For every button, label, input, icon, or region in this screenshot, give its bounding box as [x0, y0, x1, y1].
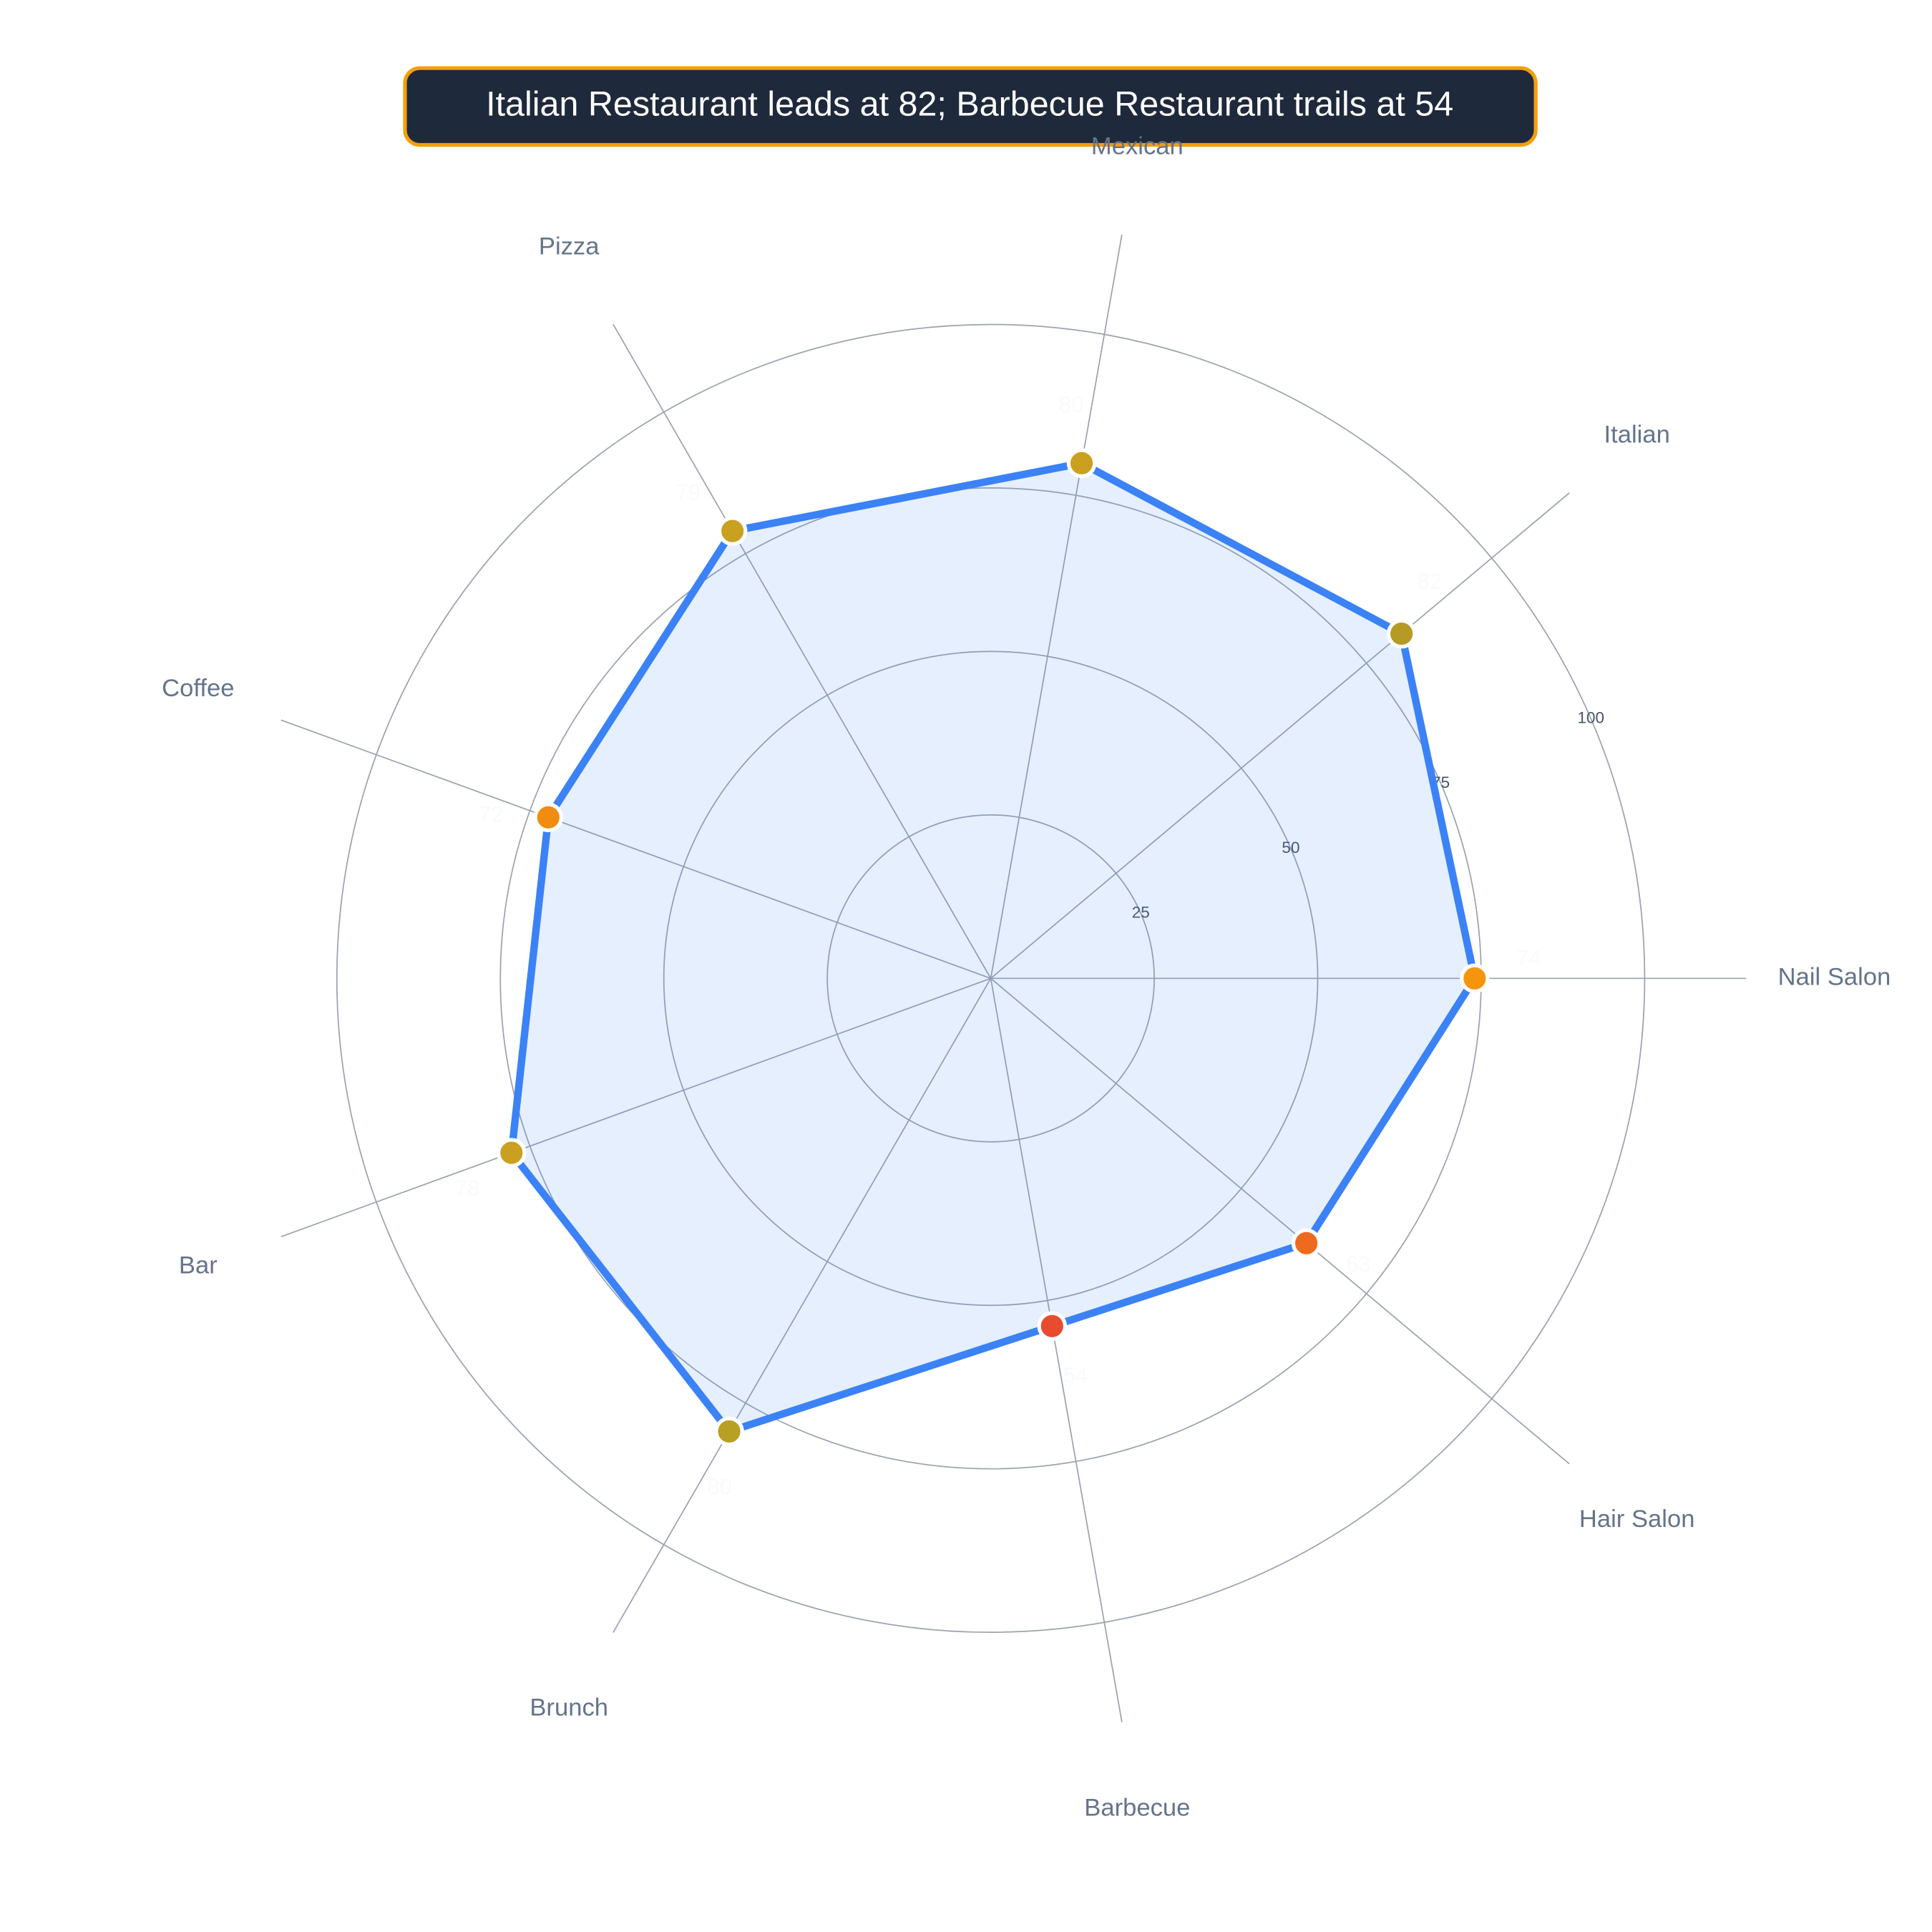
value-label: 78 [455, 1176, 480, 1201]
axis-spoke [613, 977, 992, 1633]
value-label: 74 [1516, 945, 1541, 970]
r-tick-label: 100 [1578, 708, 1605, 726]
value-label: 80 [1059, 392, 1084, 417]
axis-spoke [613, 323, 992, 979]
axis-spoke [990, 492, 1570, 979]
data-point [497, 1138, 527, 1168]
radar-area [507, 459, 1479, 1435]
plot-area: Nail Salon Italian Mexican Pizza Coffee Bar Br… [162, 132, 1890, 1821]
category-label: Nail Salon [1778, 963, 1891, 990]
data-point [1037, 1311, 1068, 1342]
category-label: Pizza [539, 233, 600, 260]
value-label: 79 [675, 480, 701, 505]
category-label: Hair Salon [1579, 1506, 1695, 1533]
category-label: Brunch [530, 1694, 608, 1721]
value-label: 63 [1346, 1252, 1371, 1277]
data-point [1386, 618, 1417, 649]
data-point [717, 516, 748, 546]
r-tick-label: 50 [1282, 839, 1299, 857]
value-label: 72 [479, 802, 504, 827]
value-label: 80 [707, 1474, 732, 1499]
data-point [533, 802, 564, 833]
axis-spoke [280, 977, 991, 1238]
axis-spoke [990, 977, 1570, 1465]
chart-title: Italian Restaurant leads at 82; Barbecue… [486, 85, 1453, 124]
axis-spoke [280, 719, 991, 980]
axis-spoke [990, 234, 1123, 979]
data-point [1066, 448, 1097, 479]
value-label: 82 [1418, 569, 1443, 594]
value-label: 54 [1063, 1363, 1088, 1388]
category-label: Barbecue [1084, 1794, 1190, 1821]
title-box [403, 66, 1538, 147]
category-label: Coffee [162, 675, 234, 702]
axis-spoke [990, 978, 1123, 1722]
category-label: Italian [1604, 421, 1669, 449]
r-tick-label: 25 [1132, 904, 1150, 922]
data-point [1291, 1228, 1322, 1259]
data-point [1460, 963, 1490, 994]
category-label: Bar [179, 1252, 218, 1279]
category-label: Mexican [1091, 132, 1184, 160]
data-point [714, 1416, 744, 1447]
